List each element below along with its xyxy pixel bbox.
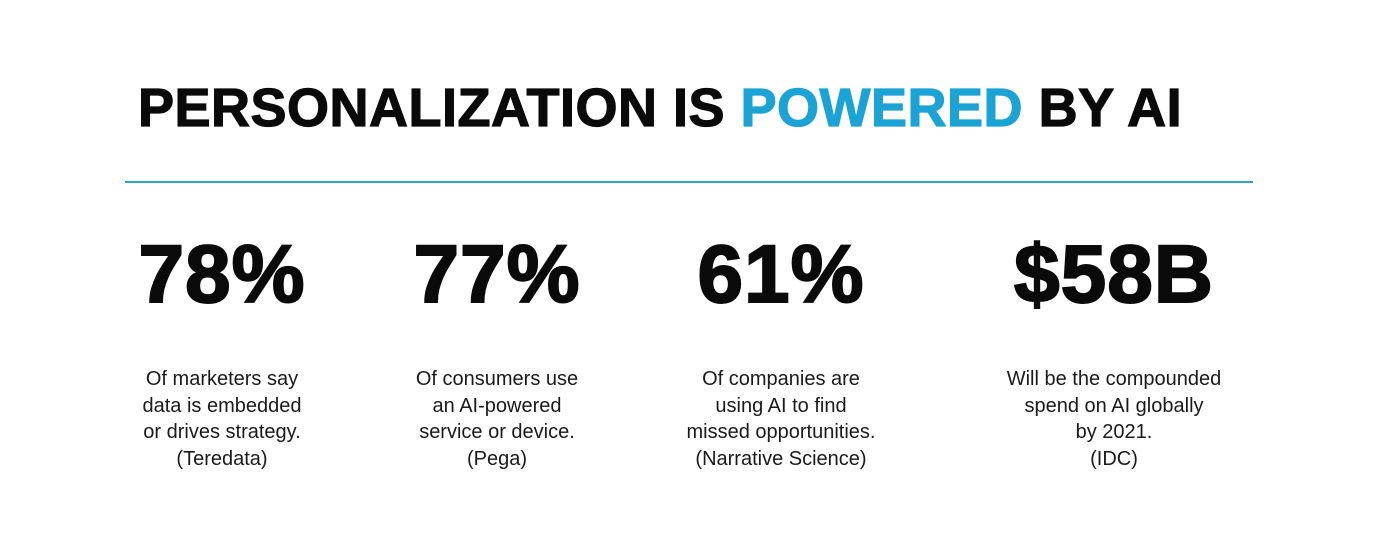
desc-line: Of companies are: [702, 368, 860, 390]
stat-value: 78%: [137, 229, 306, 321]
desc-line: by 2021.: [1075, 421, 1153, 443]
desc-line: service or device.: [419, 421, 575, 443]
stat-description: Will be the compounded spend on AI globa…: [964, 366, 1264, 472]
stat-value: 61%: [696, 229, 865, 321]
desc-line: missed opportunities.: [686, 421, 876, 443]
stat-marketers: 78% Of marketers say data is embedded or…: [72, 229, 372, 472]
desc-line: an AI-powered: [432, 394, 562, 417]
desc-line: spend on AI globally: [1024, 394, 1204, 417]
desc-line: or drives strategy.: [143, 421, 301, 443]
title-part-2: BY AI: [1023, 77, 1183, 138]
stat-description: Of companies are using AI to find missed…: [631, 366, 931, 472]
desc-source: (IDC): [1090, 447, 1138, 470]
desc-line: Of consumers use: [415, 368, 579, 390]
stat-value: 77%: [412, 229, 581, 321]
desc-source: (Teredata): [176, 447, 268, 470]
desc-source: (Narrative Science): [695, 447, 867, 470]
stat-value: $58B: [1013, 229, 1215, 321]
page-title: PERSONALIZATION IS POWERED BY AI: [137, 76, 1228, 140]
stat-description: Of marketers say data is embedded or dri…: [72, 366, 372, 472]
stat-ai-spend: $58B Will be the compounded spend on AI …: [964, 229, 1264, 472]
title-highlight: POWERED: [740, 77, 1024, 138]
desc-line: Of marketers say: [145, 368, 299, 390]
desc-source: (Pega): [466, 447, 528, 470]
stat-consumers: 77% Of consumers use an AI-powered servi…: [347, 229, 647, 472]
desc-line: Will be the compounded: [1006, 368, 1222, 390]
divider: [125, 181, 1253, 183]
stat-companies: 61% Of companies are using AI to find mi…: [631, 229, 931, 472]
desc-line: using AI to find: [715, 394, 847, 417]
desc-line: data is embedded: [142, 394, 302, 417]
title-part-1: PERSONALIZATION IS: [137, 77, 741, 138]
stat-description: Of consumers use an AI-powered service o…: [347, 366, 647, 472]
